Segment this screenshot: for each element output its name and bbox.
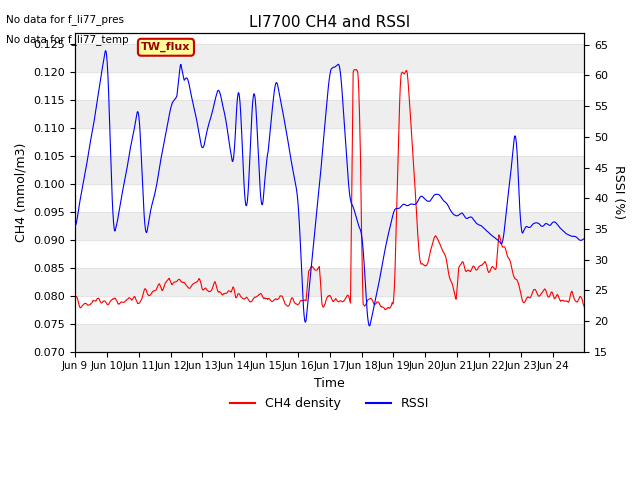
Bar	[75, 324, 584, 351]
Legend: CH4 density, RSSI: CH4 density, RSSI	[225, 393, 435, 416]
Text: No data for f_li77_pres: No data for f_li77_pres	[6, 14, 124, 25]
Bar	[75, 212, 584, 240]
Bar	[75, 44, 584, 72]
Y-axis label: RSSI (%): RSSI (%)	[612, 165, 625, 219]
Bar	[75, 267, 584, 296]
Bar	[75, 156, 584, 184]
Text: No data for f_li77_temp: No data for f_li77_temp	[6, 34, 129, 45]
Text: TW_flux: TW_flux	[141, 42, 191, 52]
Bar	[75, 100, 584, 128]
X-axis label: Time: Time	[314, 377, 345, 390]
Title: LI7700 CH4 and RSSI: LI7700 CH4 and RSSI	[249, 15, 410, 30]
Y-axis label: CH4 (mmol/m3): CH4 (mmol/m3)	[15, 143, 28, 242]
